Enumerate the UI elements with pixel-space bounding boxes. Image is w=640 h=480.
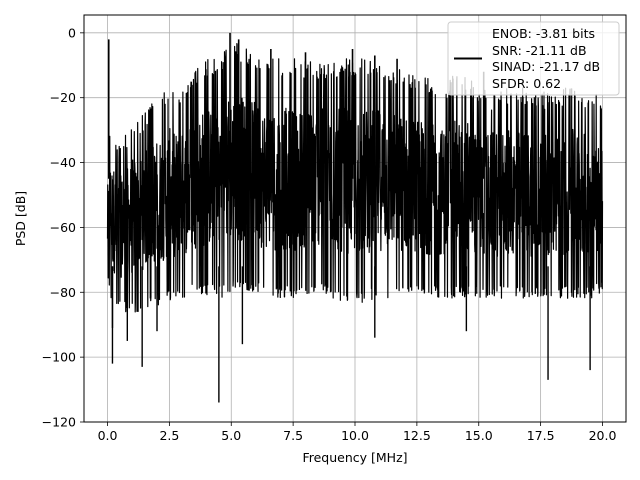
legend-entry-sinad: SINAD: -21.17 dB [492, 59, 600, 74]
y-tick-label: −60 [50, 220, 76, 235]
x-tick-label: 20.0 [589, 428, 617, 443]
y-tick-label: −100 [42, 350, 76, 365]
series-spectrum [106, 32, 604, 403]
y-tick-label: −20 [50, 90, 76, 105]
y-tick-label: 0 [68, 25, 76, 40]
x-tick-label: 2.5 [159, 428, 179, 443]
x-tick-label: 7.5 [283, 428, 303, 443]
legend-entry-sfdr: SFDR: 0.62 [492, 76, 561, 91]
y-axis: 0 −20 −40 −60 −80 −100 −120 [42, 25, 84, 430]
x-axis-label: Frequency [MHz] [302, 450, 407, 465]
x-tick-label: 17.5 [527, 428, 555, 443]
x-tick-label: 10.0 [341, 428, 369, 443]
psd-trace [106, 42, 604, 313]
x-tick-label: 15.0 [465, 428, 493, 443]
legend-entry-enob: ENOB: -3.81 bits [492, 26, 595, 41]
x-tick-label: 5.0 [221, 428, 241, 443]
legend-frame [447, 21, 620, 96]
y-axis-label: PSD [dB] [13, 191, 28, 246]
legend-entry-snr: SNR: -21.11 dB [492, 43, 587, 58]
legend: ENOB: -3.81 bits SNR: -21.11 dB SINAD: -… [447, 21, 620, 96]
y-tick-label: −120 [42, 415, 76, 430]
x-tick-label: 12.5 [403, 428, 431, 443]
x-axis: 0.0 2.5 5.0 7.5 10.0 12.5 15.0 17.5 20.0 [98, 422, 617, 443]
y-tick-label: −80 [50, 285, 76, 300]
x-tick-label: 0.0 [98, 428, 118, 443]
y-tick-label: −40 [50, 155, 76, 170]
